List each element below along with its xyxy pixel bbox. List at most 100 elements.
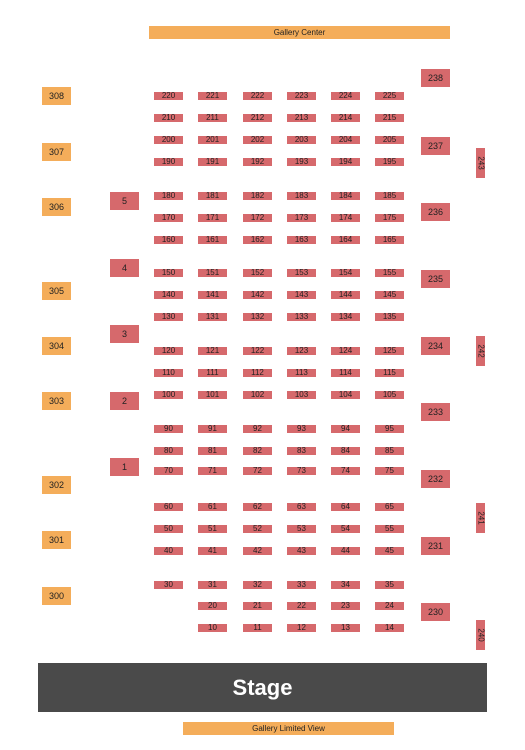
table-110[interactable]: 110 xyxy=(154,369,183,377)
table-71[interactable]: 71 xyxy=(198,467,227,475)
table-80[interactable]: 80 xyxy=(154,447,183,455)
table-223[interactable]: 223 xyxy=(287,92,316,100)
section-241[interactable]: 241 xyxy=(476,503,486,533)
table-85[interactable]: 85 xyxy=(375,447,404,455)
section-236[interactable]: 236 xyxy=(421,203,450,221)
gallery-center-section[interactable]: Gallery Center xyxy=(149,26,450,39)
gallery-section-308[interactable]: 308 xyxy=(42,87,71,105)
table-225[interactable]: 225 xyxy=(375,92,404,100)
table-213[interactable]: 213 xyxy=(287,114,316,122)
table-65[interactable]: 65 xyxy=(375,503,404,511)
table-34[interactable]: 34 xyxy=(331,581,360,589)
table-32[interactable]: 32 xyxy=(243,581,272,589)
table-155[interactable]: 155 xyxy=(375,269,404,277)
table-10[interactable]: 10 xyxy=(198,624,227,632)
table-43[interactable]: 43 xyxy=(287,547,316,555)
table-55[interactable]: 55 xyxy=(375,525,404,533)
table-185[interactable]: 185 xyxy=(375,192,404,200)
table-54[interactable]: 54 xyxy=(331,525,360,533)
table-123[interactable]: 123 xyxy=(287,347,316,355)
table-165[interactable]: 165 xyxy=(375,236,404,244)
section-4[interactable]: 4 xyxy=(110,259,139,277)
table-12[interactable]: 12 xyxy=(287,624,316,632)
table-125[interactable]: 125 xyxy=(375,347,404,355)
gallery-section-300[interactable]: 300 xyxy=(42,587,71,605)
table-222[interactable]: 222 xyxy=(243,92,272,100)
table-161[interactable]: 161 xyxy=(198,236,227,244)
table-44[interactable]: 44 xyxy=(331,547,360,555)
table-41[interactable]: 41 xyxy=(198,547,227,555)
table-175[interactable]: 175 xyxy=(375,214,404,222)
gallery-section-306[interactable]: 306 xyxy=(42,198,71,216)
table-23[interactable]: 23 xyxy=(331,602,360,610)
table-111[interactable]: 111 xyxy=(198,369,227,377)
table-202[interactable]: 202 xyxy=(243,136,272,144)
table-142[interactable]: 142 xyxy=(243,291,272,299)
gallery-section-303[interactable]: 303 xyxy=(42,392,71,410)
table-163[interactable]: 163 xyxy=(287,236,316,244)
table-104[interactable]: 104 xyxy=(331,391,360,399)
table-124[interactable]: 124 xyxy=(331,347,360,355)
table-90[interactable]: 90 xyxy=(154,425,183,433)
table-95[interactable]: 95 xyxy=(375,425,404,433)
gallery-section-301[interactable]: 301 xyxy=(42,531,71,549)
table-60[interactable]: 60 xyxy=(154,503,183,511)
table-174[interactable]: 174 xyxy=(331,214,360,222)
table-114[interactable]: 114 xyxy=(331,369,360,377)
table-93[interactable]: 93 xyxy=(287,425,316,433)
table-173[interactable]: 173 xyxy=(287,214,316,222)
section-242[interactable]: 242 xyxy=(476,336,486,366)
table-204[interactable]: 204 xyxy=(331,136,360,144)
section-2[interactable]: 2 xyxy=(110,392,139,410)
table-201[interactable]: 201 xyxy=(198,136,227,144)
section-3[interactable]: 3 xyxy=(110,325,139,343)
table-205[interactable]: 205 xyxy=(375,136,404,144)
table-83[interactable]: 83 xyxy=(287,447,316,455)
table-144[interactable]: 144 xyxy=(331,291,360,299)
table-21[interactable]: 21 xyxy=(243,602,272,610)
section-234[interactable]: 234 xyxy=(421,337,450,355)
table-101[interactable]: 101 xyxy=(198,391,227,399)
table-103[interactable]: 103 xyxy=(287,391,316,399)
table-50[interactable]: 50 xyxy=(154,525,183,533)
table-145[interactable]: 145 xyxy=(375,291,404,299)
gallery-section-307[interactable]: 307 xyxy=(42,143,71,161)
table-45[interactable]: 45 xyxy=(375,547,404,555)
table-134[interactable]: 134 xyxy=(331,313,360,321)
table-81[interactable]: 81 xyxy=(198,447,227,455)
table-53[interactable]: 53 xyxy=(287,525,316,533)
table-183[interactable]: 183 xyxy=(287,192,316,200)
table-92[interactable]: 92 xyxy=(243,425,272,433)
table-184[interactable]: 184 xyxy=(331,192,360,200)
table-73[interactable]: 73 xyxy=(287,467,316,475)
section-230[interactable]: 230 xyxy=(421,603,450,621)
table-40[interactable]: 40 xyxy=(154,547,183,555)
table-194[interactable]: 194 xyxy=(331,158,360,166)
table-221[interactable]: 221 xyxy=(198,92,227,100)
table-171[interactable]: 171 xyxy=(198,214,227,222)
table-102[interactable]: 102 xyxy=(243,391,272,399)
table-192[interactable]: 192 xyxy=(243,158,272,166)
table-190[interactable]: 190 xyxy=(154,158,183,166)
table-31[interactable]: 31 xyxy=(198,581,227,589)
section-232[interactable]: 232 xyxy=(421,470,450,488)
table-120[interactable]: 120 xyxy=(154,347,183,355)
table-22[interactable]: 22 xyxy=(287,602,316,610)
section-1[interactable]: 1 xyxy=(110,458,139,476)
table-140[interactable]: 140 xyxy=(154,291,183,299)
table-72[interactable]: 72 xyxy=(243,467,272,475)
table-42[interactable]: 42 xyxy=(243,547,272,555)
gallery-section-305[interactable]: 305 xyxy=(42,282,71,300)
table-113[interactable]: 113 xyxy=(287,369,316,377)
table-191[interactable]: 191 xyxy=(198,158,227,166)
table-52[interactable]: 52 xyxy=(243,525,272,533)
gallery-limited-view-section[interactable]: Gallery Limited View xyxy=(183,722,394,735)
table-193[interactable]: 193 xyxy=(287,158,316,166)
table-220[interactable]: 220 xyxy=(154,92,183,100)
table-94[interactable]: 94 xyxy=(331,425,360,433)
table-122[interactable]: 122 xyxy=(243,347,272,355)
table-133[interactable]: 133 xyxy=(287,313,316,321)
table-84[interactable]: 84 xyxy=(331,447,360,455)
table-51[interactable]: 51 xyxy=(198,525,227,533)
table-33[interactable]: 33 xyxy=(287,581,316,589)
